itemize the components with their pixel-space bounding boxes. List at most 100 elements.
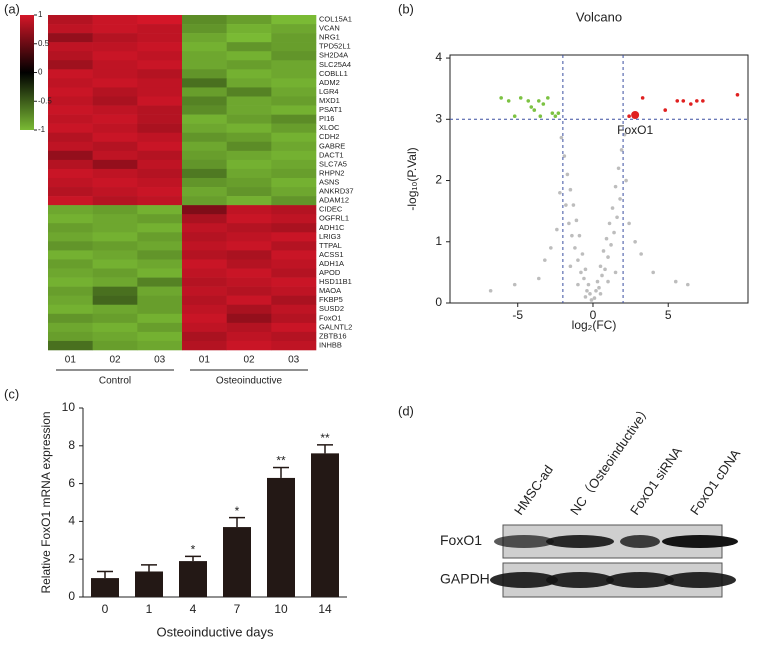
- row-label: MXD1: [319, 96, 340, 105]
- heatmap-cell: [226, 259, 272, 269]
- heatmap-cell: [137, 214, 183, 224]
- point: [639, 252, 643, 256]
- heatmap-cell: [226, 141, 272, 152]
- heatmap-cell: [182, 259, 227, 269]
- column-label: 01: [65, 355, 77, 366]
- colorbar-label: 0.5: [38, 39, 50, 48]
- row-label: SUSD2: [319, 304, 344, 313]
- point: [627, 221, 631, 226]
- heatmap-cell: [226, 223, 272, 233]
- heatmap-cell: [271, 114, 317, 124]
- heatmap-cell: [137, 205, 183, 215]
- heatmap-cell: [226, 232, 272, 242]
- heatmap-cell: [137, 87, 183, 97]
- heatmap-cell: [137, 304, 183, 315]
- point: [631, 111, 640, 120]
- heatmap-cell: [226, 304, 272, 315]
- heatmap-cell: [271, 313, 317, 324]
- colorbar-label: -1: [38, 125, 46, 134]
- blot-band: [620, 535, 660, 548]
- heatmap-cell: [92, 87, 138, 97]
- blot-band: [546, 572, 614, 588]
- point: [526, 99, 531, 103]
- point: [689, 102, 693, 106]
- heatmap-cell: [271, 15, 317, 25]
- point: [568, 187, 573, 192]
- x-tick-label: 1: [146, 602, 153, 616]
- row-label: RHPN2: [319, 168, 344, 177]
- heatmap-cell: [137, 141, 183, 152]
- x-axis-label: Osteoinductive days: [156, 624, 274, 639]
- heatmap-cell: [182, 196, 227, 206]
- lane-label: FoxO1 siRNA: [627, 444, 685, 518]
- heatmap-cell: [226, 268, 272, 278]
- x-tick-label: 0: [102, 602, 109, 616]
- row-label: GAPDH: [440, 571, 490, 587]
- heatmap-cell: [271, 78, 317, 88]
- point: [585, 288, 589, 293]
- heatmap-cell: [92, 331, 138, 342]
- heatmap-cell: [182, 105, 227, 115]
- heatmap-cell: [48, 87, 93, 97]
- y-tick-label: 4: [68, 514, 75, 528]
- point: [681, 99, 686, 103]
- heatmap-cell: [271, 150, 317, 161]
- point: [598, 264, 603, 269]
- blot-band: [662, 535, 738, 548]
- heatmap-cell: [137, 150, 183, 161]
- row-label: INHBB: [319, 340, 342, 349]
- row-label: FoxO1: [440, 532, 482, 548]
- significance-label: **: [320, 431, 330, 445]
- heatmap-cell: [137, 114, 183, 124]
- point: [488, 288, 493, 293]
- row-label: PSAT1: [319, 105, 342, 114]
- heatmap-cell: [48, 340, 93, 351]
- heatmap-cell: [226, 96, 272, 106]
- point: [610, 206, 615, 210]
- heatmap-cell: [271, 250, 317, 260]
- point: [553, 114, 558, 119]
- point: [541, 102, 546, 106]
- point: [506, 99, 511, 103]
- y-tick-label: 3: [435, 111, 442, 125]
- point: [579, 270, 583, 275]
- heatmap-cell: [48, 69, 93, 79]
- heatmap-cell: [226, 105, 272, 115]
- row-label: DACT1: [319, 150, 344, 159]
- heatmap-cell: [92, 123, 138, 134]
- heatmap-cell: [92, 214, 138, 224]
- significance-label: *: [235, 504, 240, 518]
- point: [627, 114, 631, 119]
- heatmap-cell: [48, 232, 93, 242]
- heatmap-cell: [271, 96, 317, 106]
- point: [570, 233, 574, 238]
- point: [615, 215, 619, 220]
- column-label: 02: [109, 355, 121, 366]
- row-label: ADH1A: [319, 259, 344, 268]
- y-tick-label: 2: [68, 551, 75, 565]
- heatmap-cell: [48, 223, 93, 233]
- heatmap-cell: [226, 69, 272, 79]
- column-label: 02: [243, 355, 255, 366]
- row-label: SLC7A5: [319, 159, 347, 168]
- heatmap-cell: [92, 232, 138, 242]
- point: [568, 264, 573, 269]
- point: [576, 258, 580, 262]
- blot-band: [490, 572, 558, 588]
- heatmap-cell: [226, 150, 272, 161]
- heatmap-cell: [48, 331, 93, 342]
- point: [562, 154, 567, 158]
- bar: [135, 571, 163, 597]
- x-tick-label: 7: [234, 602, 241, 616]
- row-label: ZBTB16: [319, 331, 347, 340]
- heatmap-cell: [137, 105, 183, 115]
- x-tick-label: 4: [190, 602, 197, 616]
- heatmap-cell: [92, 196, 138, 206]
- heatmap-cell: [182, 268, 227, 278]
- heatmap-cell: [137, 196, 183, 206]
- heatmap-cell: [137, 268, 183, 278]
- heatmap-cell: [226, 60, 272, 70]
- point: [580, 252, 585, 256]
- y-tick-label: 4: [435, 50, 442, 64]
- point: [606, 279, 610, 284]
